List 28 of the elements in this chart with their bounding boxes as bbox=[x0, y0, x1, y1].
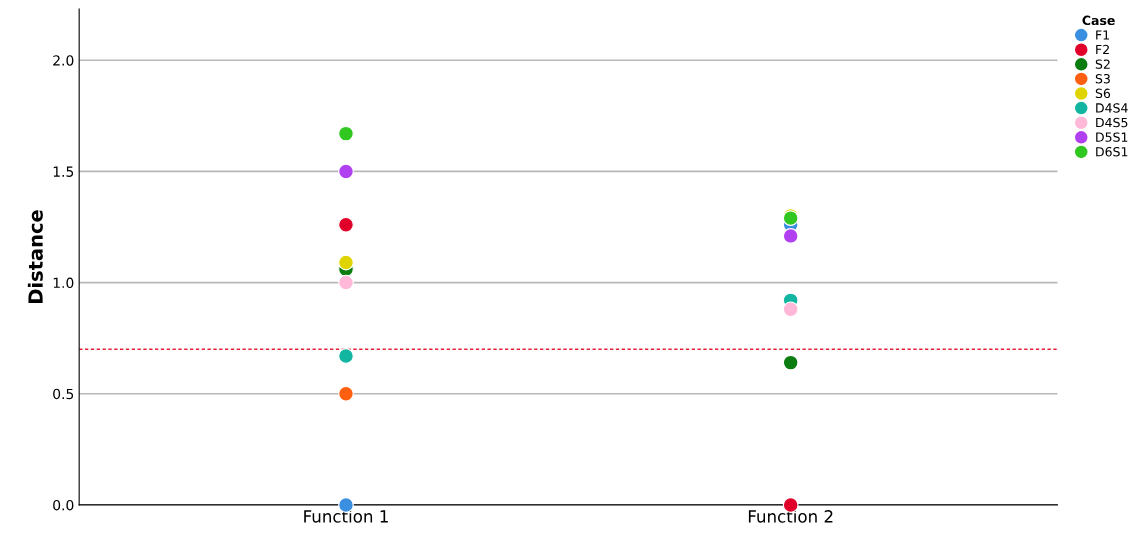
legend-label: D5S1 bbox=[1096, 132, 1128, 142]
y-axis-title: Distance bbox=[27, 210, 43, 303]
legend-label: S6 bbox=[1095, 88, 1111, 99]
point bbox=[338, 385, 354, 402]
legend-label: F2 bbox=[1096, 44, 1109, 55]
x-tick-label: Function 2 bbox=[748, 509, 833, 523]
legend-label: D4S4 bbox=[1096, 103, 1128, 113]
legend-label: F1 bbox=[1096, 30, 1109, 40]
point bbox=[338, 274, 354, 291]
legend-label: S3 bbox=[1095, 74, 1110, 84]
y-tick-label: 1.5 bbox=[53, 166, 74, 177]
point bbox=[338, 254, 354, 271]
legend-label: D6S1 bbox=[1096, 147, 1128, 157]
y-tick-label: 0.5 bbox=[53, 388, 74, 400]
point bbox=[782, 301, 799, 318]
point bbox=[338, 125, 354, 142]
y-tick-label: 1.0 bbox=[53, 277, 74, 289]
point bbox=[338, 216, 354, 233]
point bbox=[782, 354, 799, 371]
legend-title: Case bbox=[1082, 15, 1115, 26]
point bbox=[782, 228, 799, 244]
point bbox=[338, 348, 354, 364]
y-tick-label: 0.0 bbox=[53, 499, 74, 511]
point bbox=[338, 163, 354, 180]
x-tick-label: Function 1 bbox=[304, 509, 388, 523]
y-tick-label: 2.0 bbox=[53, 55, 74, 66]
legend-label: D4S5 bbox=[1096, 117, 1128, 128]
legend-label: S2 bbox=[1095, 59, 1110, 69]
